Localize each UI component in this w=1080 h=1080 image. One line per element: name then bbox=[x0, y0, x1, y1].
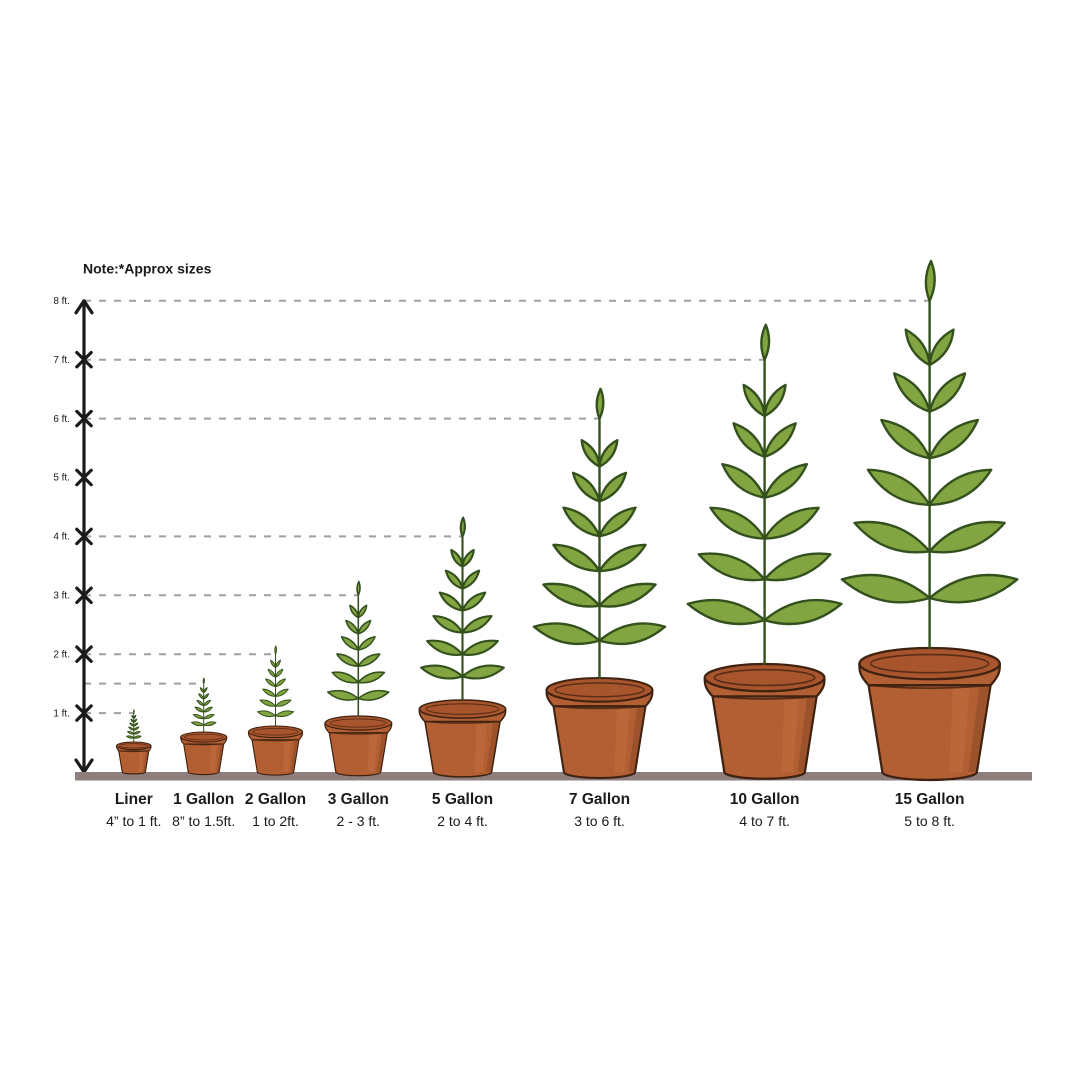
svg-text:2 to 4 ft.: 2 to 4 ft. bbox=[437, 813, 488, 829]
svg-text:7 ft.: 7 ft. bbox=[53, 355, 70, 366]
svg-text:2 - 3 ft.: 2 - 3 ft. bbox=[337, 813, 381, 829]
svg-text:4” to 1 ft.: 4” to 1 ft. bbox=[106, 813, 161, 829]
svg-text:10 Gallon: 10 Gallon bbox=[730, 791, 800, 808]
svg-text:2 Gallon: 2 Gallon bbox=[245, 791, 306, 808]
svg-text:7 Gallon: 7 Gallon bbox=[569, 791, 630, 808]
svg-text:1 to 2ft.: 1 to 2ft. bbox=[252, 813, 299, 829]
svg-text:8 ft.: 8 ft. bbox=[53, 296, 70, 307]
svg-text:3 to 6 ft.: 3 to 6 ft. bbox=[574, 813, 625, 829]
svg-text:Liner: Liner bbox=[115, 791, 153, 808]
svg-text:2 ft.: 2 ft. bbox=[53, 649, 70, 660]
svg-text:6 ft.: 6 ft. bbox=[53, 414, 70, 425]
svg-text:4 to 7 ft.: 4 to 7 ft. bbox=[739, 813, 790, 829]
svg-text:3 Gallon: 3 Gallon bbox=[328, 791, 389, 808]
svg-text:5 to 8 ft.: 5 to 8 ft. bbox=[904, 813, 955, 829]
svg-text:5 Gallon: 5 Gallon bbox=[432, 791, 493, 808]
svg-text:8” to 1.5ft.: 8” to 1.5ft. bbox=[172, 813, 235, 829]
svg-text:1 ft.: 1 ft. bbox=[53, 708, 70, 719]
svg-text:15 Gallon: 15 Gallon bbox=[895, 791, 965, 808]
svg-text:Note:*Approx sizes: Note:*Approx sizes bbox=[83, 261, 212, 277]
svg-text:1 Gallon: 1 Gallon bbox=[173, 791, 234, 808]
svg-text:3 ft.: 3 ft. bbox=[53, 591, 70, 602]
svg-text:4 ft.: 4 ft. bbox=[53, 532, 70, 543]
svg-text:5 ft.: 5 ft. bbox=[53, 473, 70, 484]
